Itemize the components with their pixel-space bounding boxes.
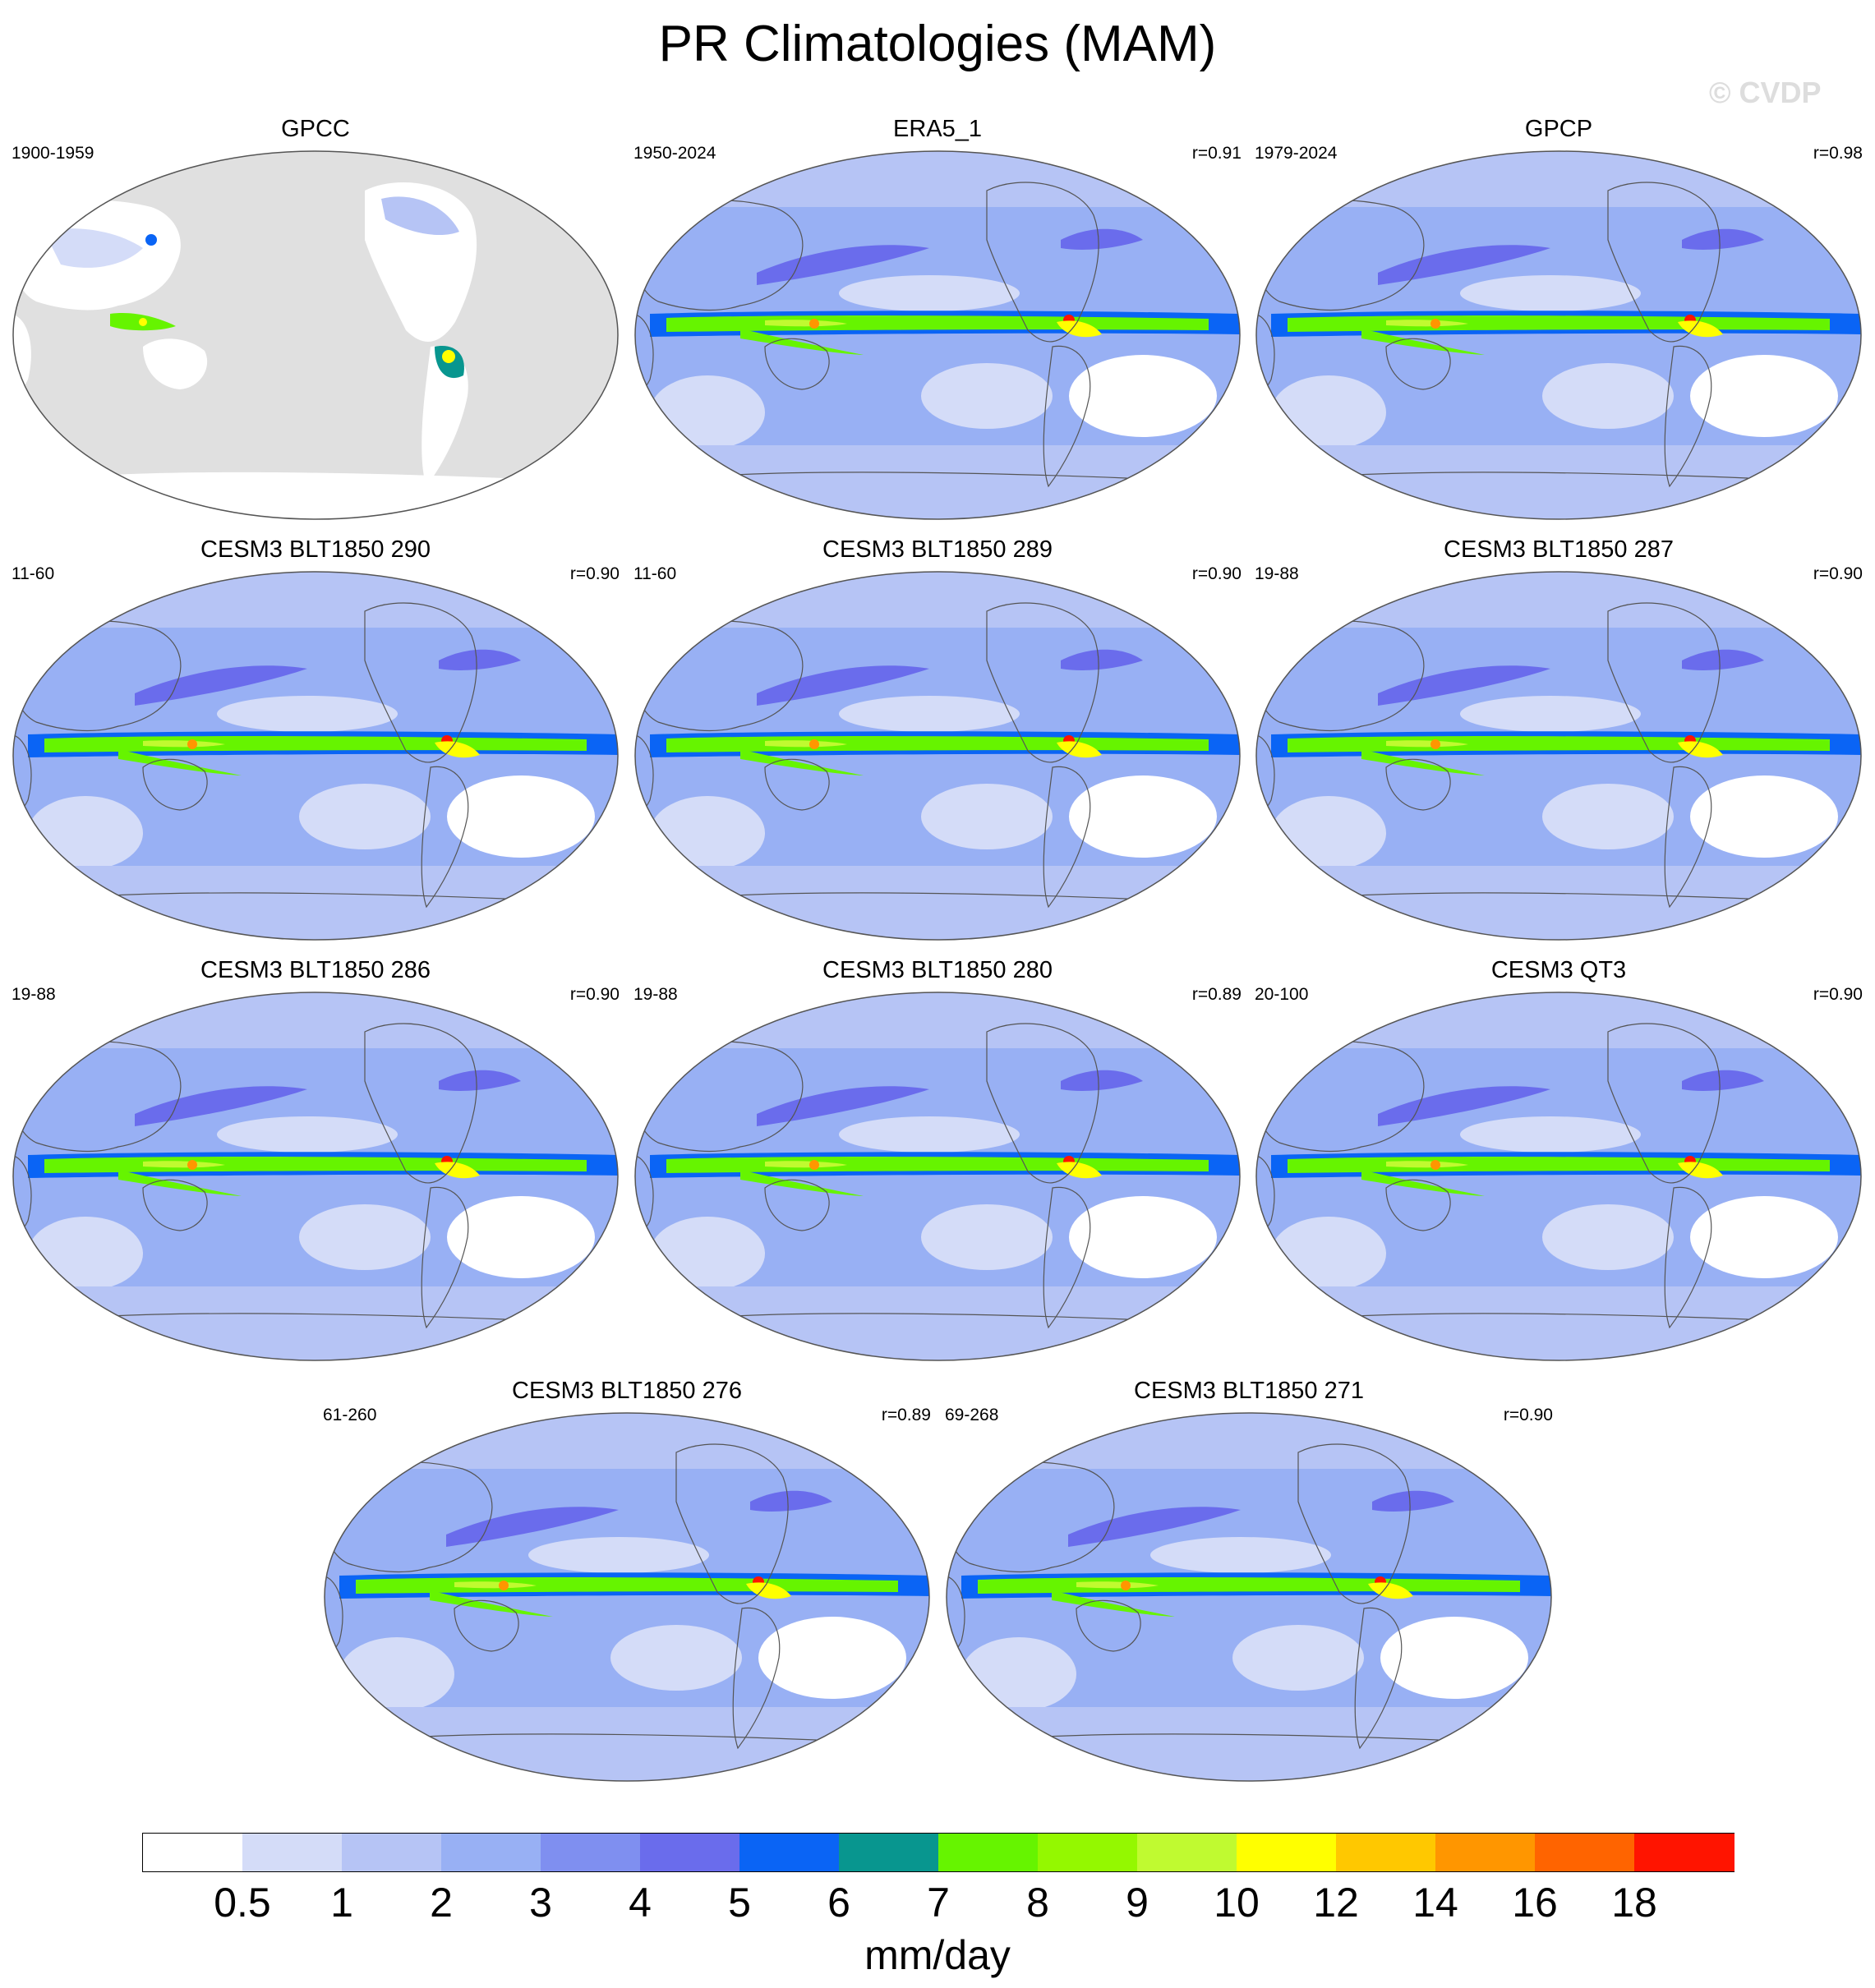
colorbar-box [938, 1834, 1039, 1871]
colorbar-tick-label: 5 [728, 1880, 751, 1926]
panel-correlation: r=0.90 [1503, 1406, 1553, 1424]
colorbar-box [1237, 1834, 1337, 1871]
panel-period: 19-88 [12, 985, 56, 1004]
colorbar-box [441, 1834, 541, 1871]
panel-period: 69-268 [945, 1406, 999, 1424]
colorbar-box [1634, 1834, 1734, 1871]
precipitation-map [1255, 992, 1862, 1361]
panel-period: 19-88 [1255, 564, 1299, 583]
panel-correlation: r=0.89 [1191, 985, 1242, 1004]
precipitation-map [946, 1412, 1552, 1782]
panel-period: 11-60 [12, 564, 55, 583]
colorbar-tick-label: 4 [629, 1880, 652, 1926]
colorbar-tick-label: 6 [827, 1880, 850, 1926]
colorbar-tick-label: 1 [330, 1880, 353, 1926]
panel-title: CESM3 QT3 [1490, 957, 1627, 983]
panel-period: 19-88 [633, 985, 678, 1004]
colorbar-unit-label: mm/day [864, 1932, 1011, 1978]
panel-title: ERA5_1 [892, 116, 982, 142]
colorbar-box [242, 1834, 343, 1871]
colorbar-box [1435, 1834, 1536, 1871]
colorbar-tick-label: 9 [1126, 1880, 1149, 1926]
panel-correlation: r=0.98 [1813, 144, 1863, 163]
colorbar-box [1336, 1834, 1436, 1871]
map-panel: CESM3 BLT1850 286 19-88 r=0.90 [12, 956, 620, 1375]
map-panel: CESM3 BLT1850 287 19-88 r=0.90 [1255, 536, 1863, 955]
map-panel: CESM3 BLT1850 280 19-88 r=0.89 [633, 956, 1242, 1375]
panel-title: CESM3 BLT1850 289 [822, 536, 1053, 563]
colorbar-box [143, 1834, 243, 1871]
colorbar-box [342, 1834, 442, 1871]
panel-title: GPCP [1524, 116, 1593, 142]
map-panel: CESM3 BLT1850 290 11-60 r=0.90 [12, 536, 620, 955]
map-panel: CESM3 QT3 20-100 r=0.90 [1255, 956, 1863, 1375]
colorbar-box [1137, 1834, 1237, 1871]
panel-correlation: r=0.90 [1813, 564, 1863, 583]
colorbar-box [1038, 1834, 1138, 1871]
colorbar-box [839, 1834, 939, 1871]
panel-period: 1950-2024 [633, 144, 716, 163]
panel-title: CESM3 BLT1850 287 [1444, 536, 1674, 563]
precipitation-map [324, 1412, 930, 1782]
precipitation-map [634, 571, 1241, 941]
colorbar-box [1535, 1834, 1635, 1871]
precipitation-map [12, 150, 619, 520]
precipitation-map [12, 571, 619, 941]
colorbar-tick-label: 12 [1313, 1880, 1359, 1926]
colorbar-tick-label: 8 [1026, 1880, 1049, 1926]
panel-correlation: r=0.90 [1191, 564, 1242, 583]
panel-period: 61-260 [323, 1406, 377, 1424]
panel-title: CESM3 BLT1850 280 [822, 957, 1053, 983]
precipitation-map [1255, 150, 1862, 520]
colorbar-tick-label: 3 [529, 1880, 552, 1926]
colorbar [142, 1833, 1734, 1872]
colorbar-tick-label: 2 [430, 1880, 453, 1926]
colorbar-tick-label: 14 [1412, 1880, 1458, 1926]
panel-period: 1900-1959 [12, 144, 94, 163]
panel-correlation: r=0.89 [881, 1406, 931, 1424]
map-panel: ERA5_1 1950-2024 r=0.91 [633, 115, 1242, 534]
panel-correlation: r=0.90 [569, 985, 620, 1004]
map-panel: CESM3 BLT1850 289 11-60 r=0.90 [633, 536, 1242, 955]
precipitation-map [12, 992, 619, 1361]
map-panel: CESM3 BLT1850 276 61-260 r=0.89 [323, 1377, 931, 1796]
precipitation-map [1255, 571, 1862, 941]
colorbar-box [739, 1834, 840, 1871]
map-panel: GPCP 1979-2024 r=0.98 [1255, 115, 1863, 534]
precipitation-map [634, 992, 1241, 1361]
panel-period: 1979-2024 [1255, 144, 1338, 163]
panel-title: CESM3 BLT1850 271 [1134, 1378, 1364, 1404]
colorbar-tick-label: 0.5 [214, 1880, 271, 1926]
cvdp-watermark: © CVDP [1709, 76, 1822, 109]
precipitation-map [634, 150, 1241, 520]
panel-title: GPCC [281, 116, 350, 142]
panel-correlation: r=0.91 [1191, 144, 1242, 163]
map-panel: CESM3 BLT1850 271 69-268 r=0.90 [945, 1377, 1553, 1796]
panel-title: CESM3 BLT1850 286 [200, 957, 431, 983]
panel-correlation: r=0.90 [569, 564, 620, 583]
colorbar-tick-label: 16 [1512, 1880, 1558, 1926]
panel-correlation: r=0.90 [1813, 985, 1863, 1004]
panel-period: 20-100 [1255, 985, 1309, 1004]
colorbar-tick-label: 7 [927, 1880, 950, 1926]
page-title: PR Climatologies (MAM) [658, 16, 1217, 72]
colorbar-tick-label: 10 [1214, 1880, 1260, 1926]
panel-period: 11-60 [633, 564, 677, 583]
map-panel: GPCC 1900-1959 [12, 115, 620, 534]
colorbar-box [640, 1834, 740, 1871]
panel-title: CESM3 BLT1850 276 [512, 1378, 742, 1404]
colorbar-tick-label: 18 [1611, 1880, 1657, 1926]
panel-title: CESM3 BLT1850 290 [200, 536, 431, 563]
colorbar-box [541, 1834, 641, 1871]
